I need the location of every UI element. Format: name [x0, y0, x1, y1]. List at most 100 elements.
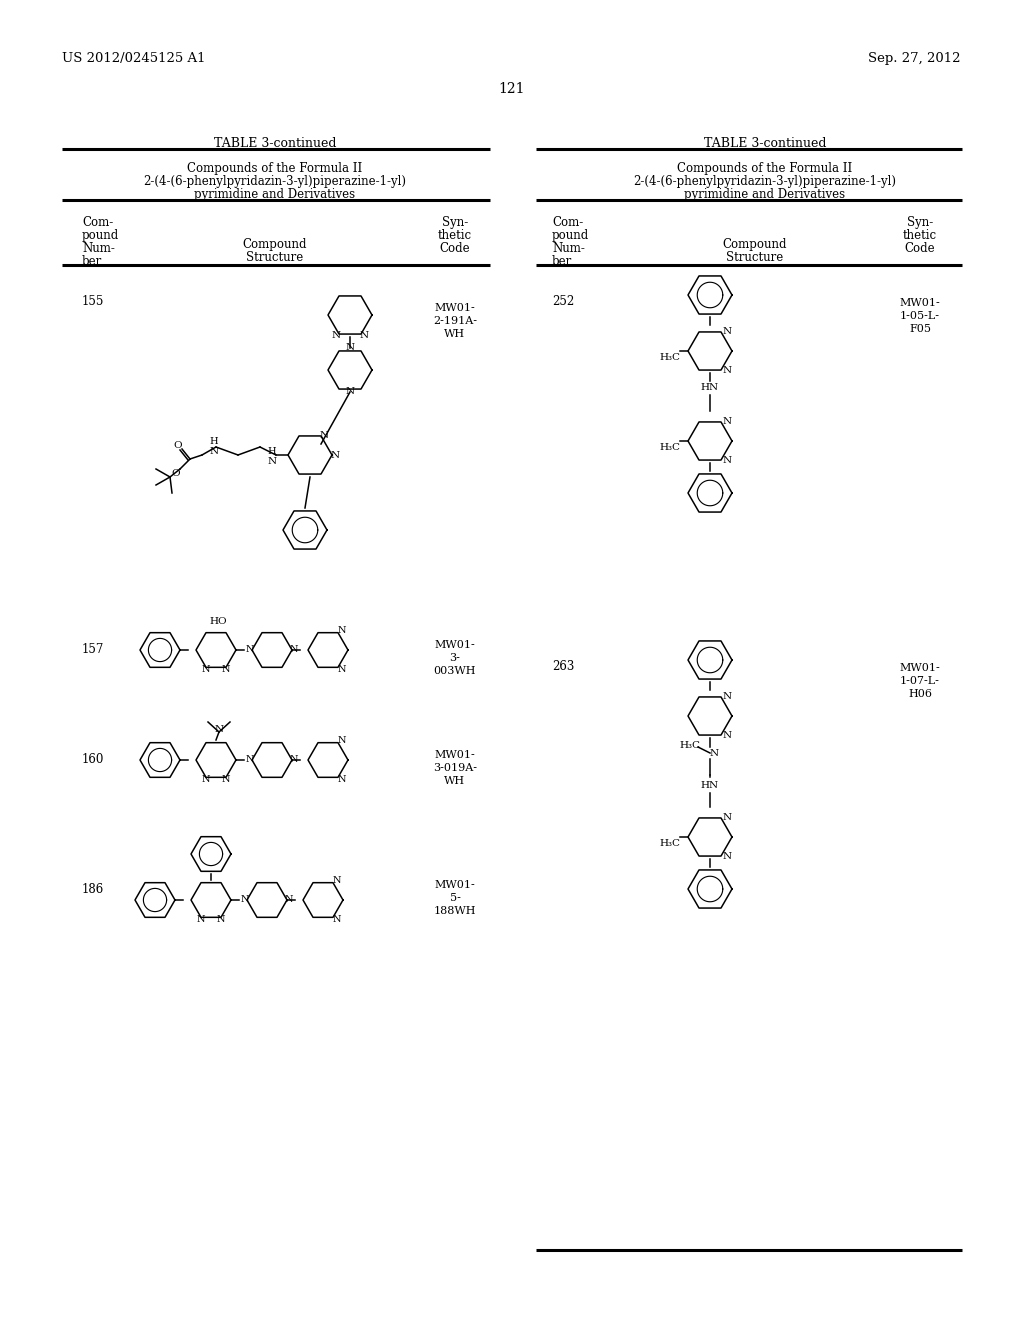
Text: 1-05-L-: 1-05-L- — [900, 312, 940, 321]
Text: N: N — [338, 737, 346, 744]
Text: MW01-: MW01- — [434, 880, 475, 890]
Text: O: O — [172, 469, 180, 478]
Text: Syn-: Syn- — [907, 216, 933, 228]
Text: TABLE 3-continued: TABLE 3-continued — [703, 137, 826, 150]
Text: N: N — [723, 455, 732, 465]
Text: N: N — [197, 915, 205, 924]
Text: Compounds of the Formula II: Compounds of the Formula II — [677, 162, 853, 176]
Text: 157: 157 — [82, 643, 104, 656]
Text: US 2012/0245125 A1: US 2012/0245125 A1 — [62, 51, 206, 65]
Text: N: N — [723, 366, 732, 375]
Text: MW01-: MW01- — [434, 750, 475, 760]
Text: 5-: 5- — [450, 894, 461, 903]
Text: Compound: Compound — [723, 238, 787, 251]
Text: 155: 155 — [82, 294, 104, 308]
Text: N: N — [214, 726, 223, 734]
Text: N: N — [290, 755, 298, 764]
Text: pound: pound — [82, 228, 119, 242]
Text: N: N — [267, 457, 276, 466]
Text: HO: HO — [209, 618, 226, 627]
Text: N: N — [285, 895, 293, 904]
Text: O: O — [174, 441, 182, 450]
Text: F05: F05 — [909, 323, 931, 334]
Text: N: N — [202, 665, 210, 675]
Text: N: N — [723, 693, 732, 701]
Text: Com-: Com- — [82, 216, 114, 228]
Text: 3-019A-: 3-019A- — [433, 763, 477, 774]
Text: Compounds of the Formula II: Compounds of the Formula II — [187, 162, 362, 176]
Text: Compound: Compound — [243, 238, 307, 251]
Text: 3-: 3- — [450, 653, 461, 663]
Text: N: N — [332, 330, 341, 339]
Text: N: N — [723, 851, 732, 861]
Text: N: N — [246, 645, 254, 655]
Text: N: N — [710, 748, 719, 758]
Text: TABLE 3-continued: TABLE 3-continued — [214, 137, 336, 150]
Text: MW01-: MW01- — [900, 298, 940, 308]
Text: H: H — [210, 437, 218, 446]
Text: Num-: Num- — [82, 242, 115, 255]
Text: 003WH: 003WH — [434, 667, 476, 676]
Text: HN: HN — [701, 780, 719, 789]
Text: N: N — [345, 388, 354, 396]
Text: H₃C: H₃C — [659, 442, 681, 451]
Text: Structure: Structure — [726, 251, 783, 264]
Text: MW01-: MW01- — [434, 640, 475, 649]
Text: N: N — [723, 327, 732, 337]
Text: N: N — [723, 731, 732, 739]
Text: H₃C: H₃C — [680, 741, 700, 750]
Text: 188WH: 188WH — [434, 906, 476, 916]
Text: 252: 252 — [552, 294, 574, 308]
Text: ber: ber — [552, 255, 572, 268]
Text: thetic: thetic — [438, 228, 472, 242]
Text: N: N — [723, 417, 732, 426]
Text: MW01-: MW01- — [900, 663, 940, 673]
Text: Syn-: Syn- — [442, 216, 468, 228]
Text: HN: HN — [701, 384, 719, 392]
Text: N: N — [338, 775, 346, 784]
Text: 1-07-L-: 1-07-L- — [900, 676, 940, 686]
Text: Num-: Num- — [552, 242, 585, 255]
Text: H₃C: H₃C — [659, 838, 681, 847]
Text: WH: WH — [444, 329, 466, 339]
Text: Com-: Com- — [552, 216, 584, 228]
Text: N: N — [345, 343, 354, 352]
Text: N: N — [222, 775, 230, 784]
Text: H: H — [267, 447, 276, 457]
Text: pyrimidine and Derivatives: pyrimidine and Derivatives — [195, 187, 355, 201]
Text: 263: 263 — [552, 660, 574, 673]
Text: 121: 121 — [499, 82, 525, 96]
Text: N: N — [210, 447, 218, 457]
Text: thetic: thetic — [903, 228, 937, 242]
Text: H06: H06 — [908, 689, 932, 700]
Text: N: N — [723, 813, 732, 822]
Text: N: N — [331, 450, 340, 459]
Text: Code: Code — [439, 242, 470, 255]
Text: N: N — [338, 665, 346, 675]
Text: pound: pound — [552, 228, 589, 242]
Text: 186: 186 — [82, 883, 104, 896]
Text: N: N — [217, 915, 225, 924]
Text: ber: ber — [82, 255, 102, 268]
Text: Code: Code — [904, 242, 935, 255]
Text: Structure: Structure — [247, 251, 304, 264]
Text: H₃C: H₃C — [659, 352, 681, 362]
Text: N: N — [290, 645, 298, 655]
Text: Sep. 27, 2012: Sep. 27, 2012 — [867, 51, 961, 65]
Text: N: N — [338, 626, 346, 635]
Text: pyrimidine and Derivatives: pyrimidine and Derivatives — [684, 187, 846, 201]
Text: N: N — [333, 915, 341, 924]
Text: MW01-: MW01- — [434, 304, 475, 313]
Text: N: N — [246, 755, 254, 764]
Text: 2-(4-(6-phenylpyridazin-3-yl)piperazine-1-yl): 2-(4-(6-phenylpyridazin-3-yl)piperazine-… — [634, 176, 896, 187]
Text: WH: WH — [444, 776, 466, 785]
Text: 160: 160 — [82, 752, 104, 766]
Text: 2-191A-: 2-191A- — [433, 315, 477, 326]
Text: N: N — [202, 775, 210, 784]
Text: N: N — [241, 895, 249, 904]
Text: N: N — [359, 330, 369, 339]
Text: N: N — [319, 432, 329, 441]
Text: N: N — [333, 876, 341, 886]
Text: N: N — [222, 665, 230, 675]
Text: 2-(4-(6-phenylpyridazin-3-yl)piperazine-1-yl): 2-(4-(6-phenylpyridazin-3-yl)piperazine-… — [143, 176, 407, 187]
